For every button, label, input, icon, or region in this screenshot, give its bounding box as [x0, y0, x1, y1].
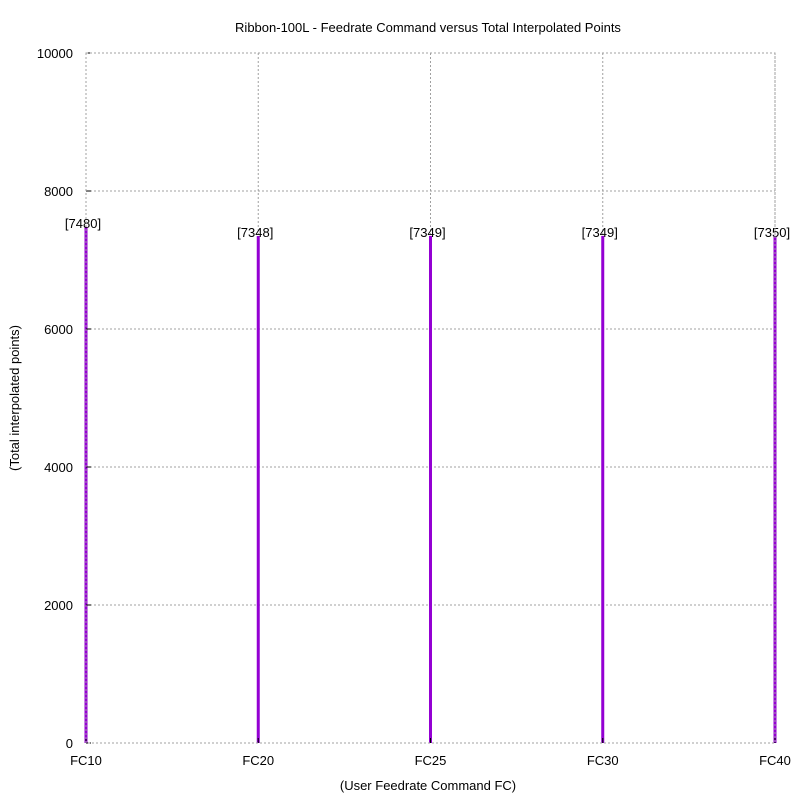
x-tick-label: FC30 — [587, 753, 619, 768]
data-label-fc20: [7348] — [237, 225, 273, 240]
x-tick-label: FC10 — [70, 753, 102, 768]
y-tick-label: 2000 — [44, 598, 73, 613]
data-label-fc30: [7349] — [582, 225, 618, 240]
plot-border — [85, 52, 776, 744]
x-axis-label: (User Feedrate Command FC) — [340, 778, 516, 793]
y-tick-label: 4000 — [44, 460, 73, 475]
y-tick-label: 0 — [66, 736, 73, 751]
axes: 0 2000 4000 6000 8000 10000 FC10 FC20 FC25 FC30 FC… — [37, 46, 791, 768]
y-tick-label: 10000 — [37, 46, 73, 61]
bars — [84, 226, 777, 743]
chart-title: Ribbon-100L - Feedrate Command versus To… — [235, 20, 621, 35]
y-tick-label: 6000 — [44, 322, 73, 337]
y-axis-label: (Total interpolated points) — [7, 325, 22, 471]
data-label-fc10: [7480] — [65, 216, 101, 231]
x-tick-label: FC25 — [415, 753, 447, 768]
x-tick-label: FC40 — [759, 753, 791, 768]
data-label-fc40: [7350] — [754, 225, 790, 240]
data-labels: [7480] [7348] [7349] [7349] [7350] — [65, 216, 790, 240]
y-tick-label: 8000 — [44, 184, 73, 199]
data-label-fc25: [7349] — [409, 225, 445, 240]
x-tick-label: FC20 — [242, 753, 274, 768]
